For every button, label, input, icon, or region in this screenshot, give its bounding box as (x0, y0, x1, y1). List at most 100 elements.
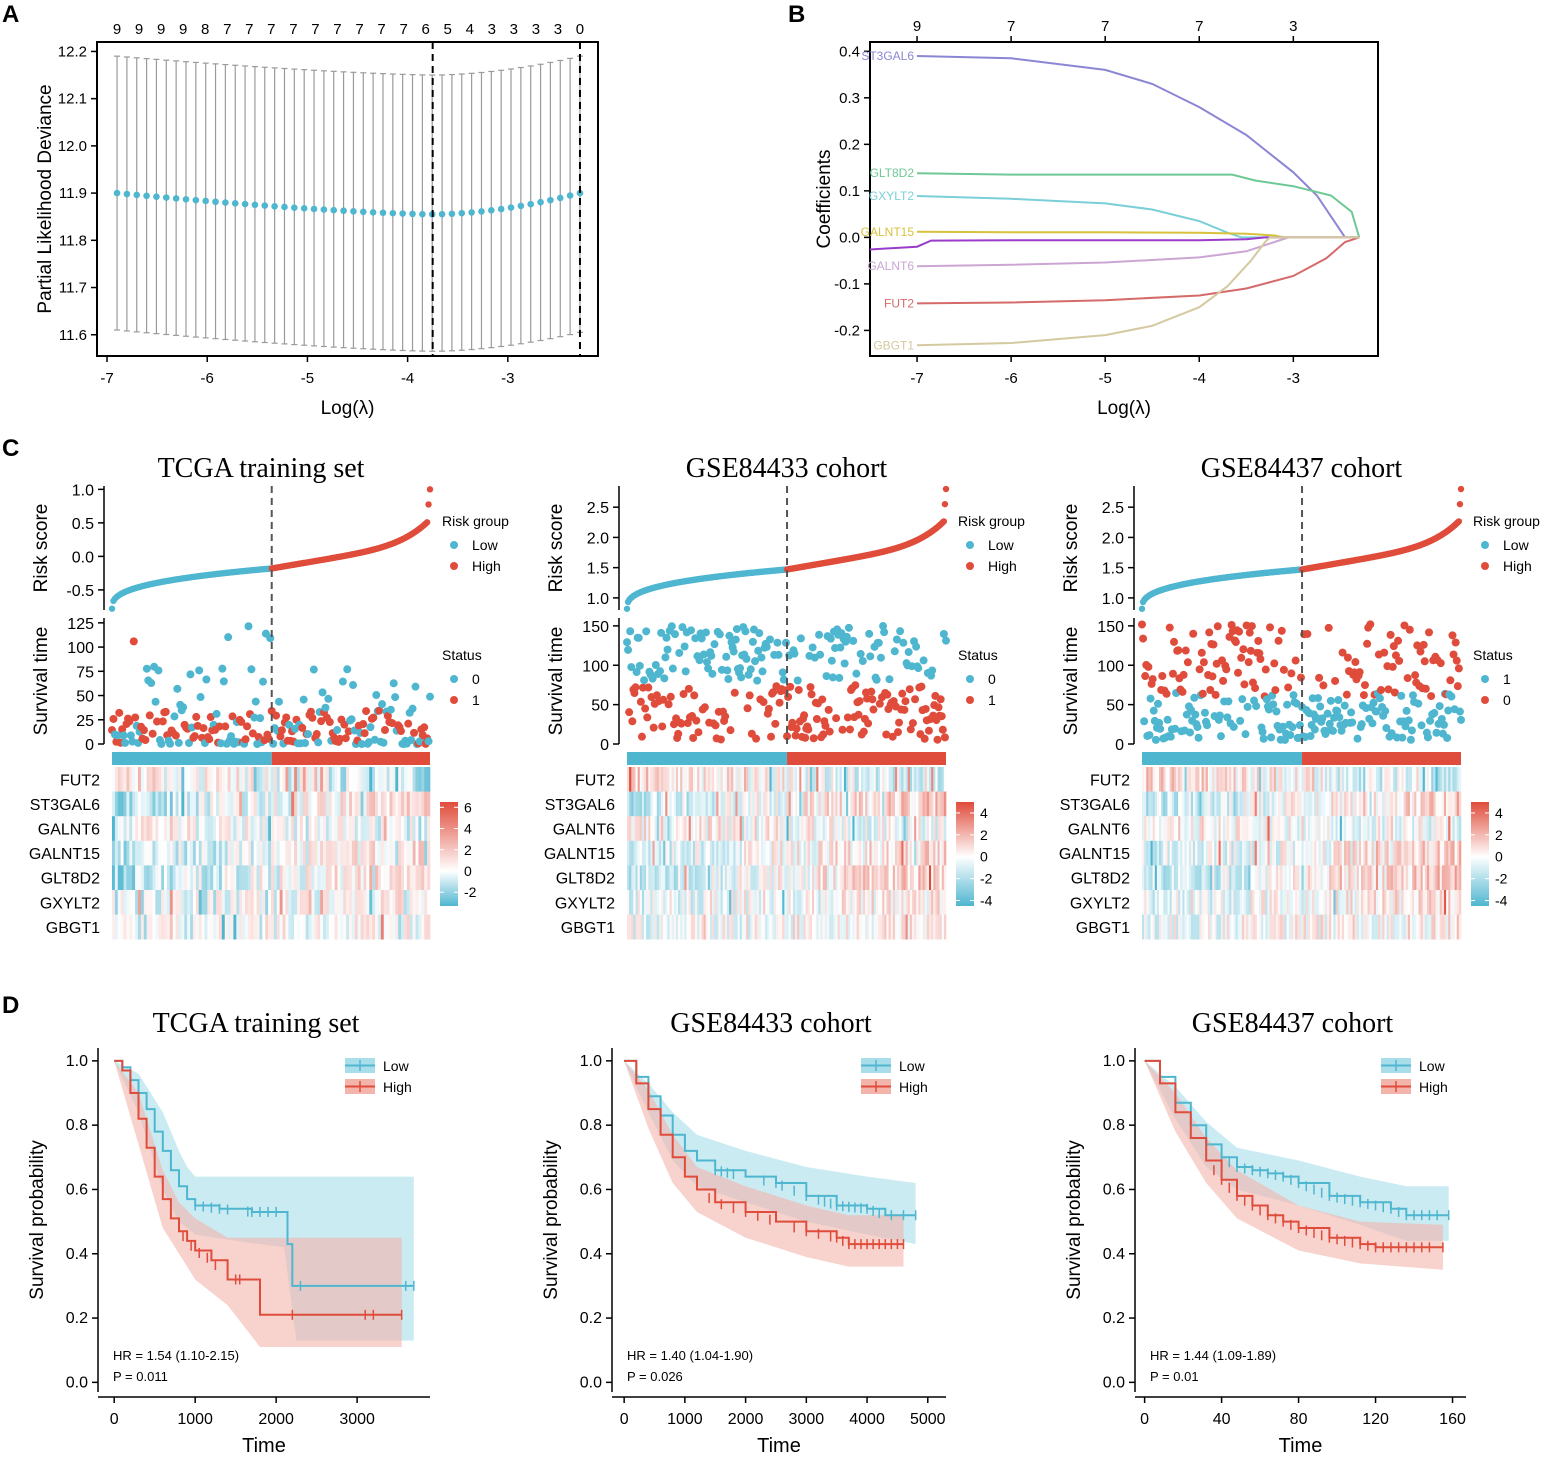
heatmap-cell (1246, 767, 1249, 792)
heatmap-cell (1263, 767, 1266, 792)
heatmap-cell (1365, 890, 1368, 915)
colorbar-tick-label: 4 (980, 805, 988, 821)
heatmap-cell (1437, 890, 1441, 915)
survival-time-point (753, 676, 762, 685)
survival-time-point (710, 640, 719, 649)
heatmap-cell (903, 865, 906, 891)
heatmap-cell (412, 791, 416, 817)
heatmap-cell (765, 816, 768, 842)
deviance-point (241, 200, 249, 208)
heatmap-cell (1290, 914, 1294, 940)
survival-time-point (901, 697, 910, 706)
heatmap-cell (924, 840, 928, 866)
heatmap-cell (658, 791, 662, 817)
heatmap-cell (1433, 816, 1436, 842)
heatmap-cell (369, 914, 373, 940)
survival-time-point (341, 734, 350, 743)
legend-dot (966, 696, 974, 704)
heatmap-cell (627, 816, 630, 842)
heatmap-cell (233, 914, 237, 940)
heatmap-cell (880, 816, 883, 842)
heatmap-cell (1182, 840, 1185, 866)
heatmap-cell (792, 890, 796, 915)
heatmap-cell (1371, 791, 1375, 817)
heatmap-cell (848, 890, 851, 915)
heatmap-cell (884, 890, 887, 915)
heatmap-cell (816, 791, 819, 817)
heatmap-cell (1267, 865, 1270, 891)
heatmap-cell (360, 816, 364, 842)
survival-time-point (818, 695, 827, 704)
heatmap-cell (692, 914, 696, 940)
heatmap-cell (288, 890, 292, 915)
heatmap-cell (1290, 865, 1294, 891)
deviance-point (497, 205, 505, 213)
heatmap-cell (637, 840, 641, 866)
survival-time-point (680, 642, 689, 651)
heatmap-cell (1233, 890, 1236, 915)
heatmap-cell (120, 816, 124, 842)
survival-time-point (809, 734, 818, 743)
heatmap-cell (262, 865, 266, 891)
heatmap-cell (786, 767, 789, 792)
heatmap-cell (317, 840, 321, 866)
heatmap-cell (920, 816, 923, 842)
heatmap-cell (169, 914, 174, 940)
gene-row-label: GALNT15 (544, 846, 615, 863)
heatmap-cell (1188, 865, 1192, 891)
heatmap-cell (865, 840, 868, 866)
heatmap-cell (314, 767, 318, 792)
heatmap-cell (1161, 890, 1164, 915)
top-count-label: 3 (554, 21, 562, 38)
heatmap-cell (746, 914, 749, 940)
heatmap-cell (654, 816, 658, 842)
heatmap-cell (224, 914, 228, 940)
heatmap-cell (880, 840, 883, 866)
heatmap-cell (256, 914, 260, 940)
heatmap-cell (807, 767, 811, 792)
risk-score-point (1455, 518, 1463, 525)
heatmap-cell (1405, 890, 1409, 915)
survival-time-point (380, 726, 389, 735)
heatmap-cell (809, 865, 813, 891)
heatmap-cell (914, 816, 917, 842)
survival-time-point (900, 705, 909, 714)
heatmap-cell (224, 816, 228, 842)
survival-time-point (166, 739, 175, 748)
heatmap-cell (366, 791, 370, 817)
heatmap-cell (380, 767, 385, 792)
heatmap-cell (641, 767, 645, 792)
heatmap-cell (1312, 840, 1315, 866)
heatmap-cell (667, 865, 670, 891)
heatmap-cell (829, 767, 832, 792)
heatmap-cell (841, 816, 845, 842)
heatmap-cell (890, 791, 894, 817)
heatmap-cell (166, 914, 171, 940)
heatmap-cell (1152, 890, 1156, 915)
heatmap-cell (195, 840, 200, 866)
heatmap-cell (758, 914, 762, 940)
heatmap-cell (415, 816, 419, 842)
survival-time-point (1413, 641, 1422, 650)
heatmap-cell (1416, 791, 1419, 817)
heatmap-cell (826, 791, 830, 817)
heatmap-cell (1322, 767, 1326, 792)
survival-time-point (205, 735, 214, 744)
y-tick-label: 0.0 (839, 229, 860, 246)
heatmap-cell (218, 890, 223, 915)
heatmap-cell (236, 840, 240, 866)
heatmap-cell (218, 865, 223, 891)
heatmap-cell (1199, 840, 1202, 866)
heatmap-cell (1142, 816, 1145, 842)
survival-time-point (1251, 684, 1260, 693)
heatmap-cell (858, 865, 862, 891)
heatmap-cell (265, 767, 269, 792)
heatmap-cell (311, 767, 315, 792)
heatmap-cell (172, 914, 176, 940)
colorbar-tick-label: -2 (980, 871, 993, 887)
top-count-label: 7 (399, 21, 407, 38)
heatmap-cell (1354, 865, 1358, 891)
survival-time-point (1324, 623, 1333, 632)
heatmap-cell (1218, 767, 1221, 792)
heatmap-cell (401, 865, 405, 891)
